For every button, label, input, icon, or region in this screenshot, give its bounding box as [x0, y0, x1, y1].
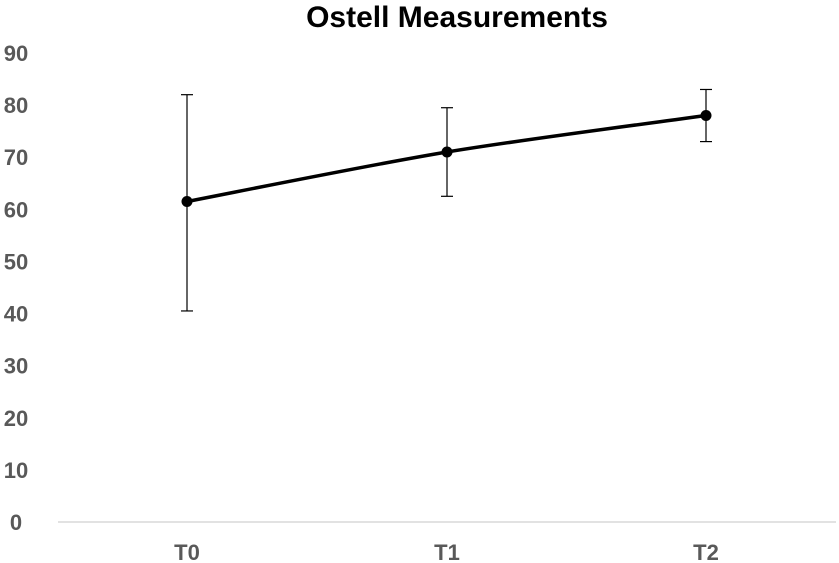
y-tick-label: 10 [4, 458, 28, 483]
y-tick-label: 70 [4, 145, 28, 170]
y-axis-ticks: 0 10 20 30 40 50 60 70 80 90 [4, 41, 28, 535]
y-tick-label: 50 [4, 249, 28, 274]
y-tick-label: 30 [4, 354, 28, 379]
error-bars [181, 88, 712, 312]
series-markers [181, 110, 712, 208]
y-tick-label: 0 [10, 510, 22, 535]
data-point [181, 196, 193, 208]
y-tick-label: 40 [4, 302, 28, 327]
data-point [700, 110, 712, 122]
y-tick-label: 20 [4, 406, 28, 431]
x-axis-ticks: T0 T1 T2 [174, 540, 719, 563]
x-tick-label: T2 [693, 540, 719, 563]
chart-title: Ostell Measurements [306, 1, 608, 34]
data-point [441, 146, 453, 158]
y-tick-label: 90 [4, 41, 28, 66]
x-tick-label: T1 [434, 540, 460, 563]
y-tick-label: 80 [4, 93, 28, 118]
y-tick-label: 60 [4, 197, 28, 222]
x-tick-label: T0 [174, 540, 200, 563]
